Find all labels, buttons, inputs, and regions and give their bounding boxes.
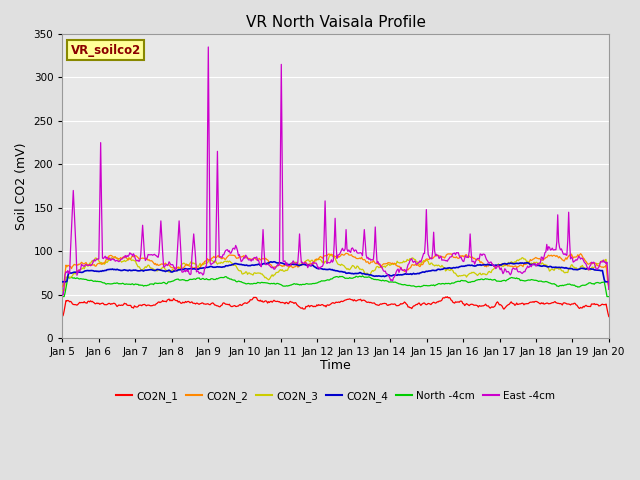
Legend: CO2N_1, CO2N_2, CO2N_3, CO2N_4, North -4cm, East -4cm: CO2N_1, CO2N_2, CO2N_3, CO2N_4, North -4… xyxy=(112,387,559,406)
Y-axis label: Soil CO2 (mV): Soil CO2 (mV) xyxy=(15,143,28,230)
Title: VR North Vaisala Profile: VR North Vaisala Profile xyxy=(246,15,426,30)
X-axis label: Time: Time xyxy=(320,359,351,372)
Text: VR_soilco2: VR_soilco2 xyxy=(70,44,141,57)
